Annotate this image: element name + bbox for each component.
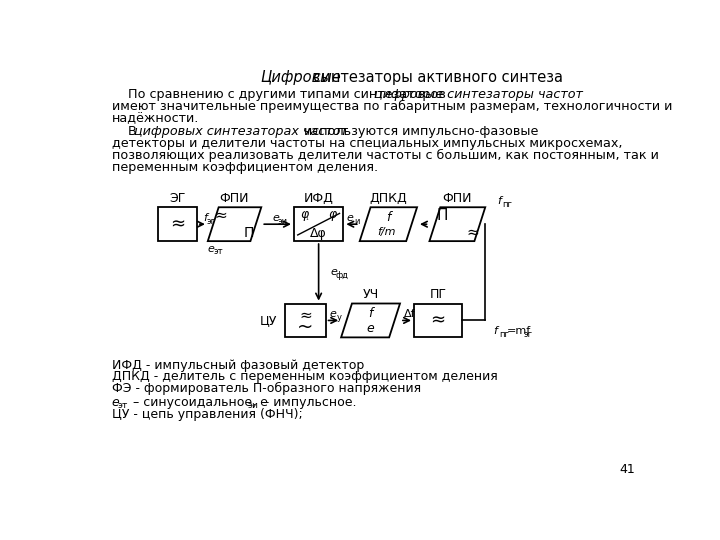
Text: эг: эг bbox=[207, 217, 215, 226]
Text: УЧ: УЧ bbox=[362, 288, 379, 301]
Text: ИФД - импульсный фазовый детектор: ИФД - импульсный фазовый детектор bbox=[112, 359, 364, 372]
Text: и: и bbox=[354, 217, 359, 226]
Text: f: f bbox=[386, 211, 390, 224]
Bar bbox=[294, 207, 343, 241]
Text: Δφ: Δφ bbox=[310, 227, 327, 240]
Text: ЦУ: ЦУ bbox=[260, 314, 277, 327]
Text: пг: пг bbox=[502, 200, 512, 208]
Text: эи: эи bbox=[278, 217, 288, 226]
Text: y: y bbox=[337, 313, 342, 322]
Text: ≈: ≈ bbox=[299, 308, 312, 322]
Text: П: П bbox=[437, 208, 449, 223]
Polygon shape bbox=[208, 207, 261, 241]
Text: e: e bbox=[273, 213, 279, 223]
Text: надёжности.: надёжности. bbox=[112, 112, 199, 125]
Text: имеют значительные преимущества по габаритным размерам, технологичности и: имеют значительные преимущества по габар… bbox=[112, 100, 672, 113]
Text: e: e bbox=[330, 267, 338, 277]
Text: По сравнению с другими типами синтезаторов: По сравнению с другими типами синтезатор… bbox=[112, 87, 449, 100]
Text: f: f bbox=[369, 307, 373, 320]
Text: φ: φ bbox=[300, 208, 309, 221]
Text: цифровых синтезаторах частот: цифровых синтезаторах частот bbox=[134, 125, 348, 138]
Text: эт: эт bbox=[118, 401, 128, 410]
Text: ≈: ≈ bbox=[431, 312, 446, 329]
Text: ФПИ: ФПИ bbox=[443, 192, 472, 205]
Bar bbox=[158, 207, 197, 241]
Text: ≈: ≈ bbox=[467, 225, 480, 240]
Text: ~: ~ bbox=[297, 318, 314, 337]
Bar bbox=[285, 303, 325, 338]
Text: – импульсное.: – импульсное. bbox=[259, 396, 356, 409]
Text: e: e bbox=[366, 322, 374, 335]
Polygon shape bbox=[360, 207, 417, 241]
Text: переменным коэффициентом деления.: переменным коэффициентом деления. bbox=[112, 161, 378, 174]
Text: детекторы и делители частоты на специальных импульсных микросхемах,: детекторы и делители частоты на специаль… bbox=[112, 137, 622, 150]
Text: f/m: f/m bbox=[377, 227, 396, 237]
Polygon shape bbox=[429, 207, 485, 241]
Text: пг: пг bbox=[499, 330, 509, 339]
Text: ЦУ - цепь управления (ФНЧ);: ЦУ - цепь управления (ФНЧ); bbox=[112, 408, 302, 421]
Text: эт: эт bbox=[214, 247, 223, 256]
Text: ДПКД: ДПКД bbox=[369, 192, 408, 205]
Text: цифровые синтезаторы частот: цифровые синтезаторы частот bbox=[374, 87, 582, 100]
Text: Δf: Δf bbox=[403, 309, 415, 319]
Text: ≈: ≈ bbox=[170, 215, 185, 233]
Text: эг: эг bbox=[524, 330, 533, 339]
Text: В: В bbox=[112, 125, 140, 138]
Text: ≈: ≈ bbox=[215, 208, 228, 223]
Text: ₁: ₁ bbox=[305, 215, 308, 221]
Text: синтезаторы активного синтеза: синтезаторы активного синтеза bbox=[304, 70, 563, 85]
Text: f: f bbox=[493, 326, 497, 336]
Text: e: e bbox=[330, 309, 337, 319]
Text: ИФД: ИФД bbox=[304, 192, 333, 205]
Text: эи: эи bbox=[248, 401, 258, 410]
Bar bbox=[414, 303, 462, 338]
Text: П: П bbox=[243, 226, 254, 240]
Text: позволяющих реализовать делители частоты с большим, как постоянным, так и: позволяющих реализовать делители частоты… bbox=[112, 149, 659, 162]
Text: e: e bbox=[112, 396, 120, 409]
Text: ФЭ - формирователь П-образного напряжения: ФЭ - формирователь П-образного напряжени… bbox=[112, 382, 420, 395]
Text: ДПКД - делитель с переменным коэффициентом деления: ДПКД - делитель с переменным коэффициент… bbox=[112, 370, 498, 383]
Text: =mf: =mf bbox=[507, 326, 531, 336]
Text: 41: 41 bbox=[619, 463, 635, 476]
Text: фд: фд bbox=[336, 271, 348, 280]
Text: e: e bbox=[347, 213, 354, 223]
Text: ПГ: ПГ bbox=[429, 288, 446, 301]
Text: ФПИ: ФПИ bbox=[220, 192, 249, 205]
Text: e: e bbox=[207, 244, 215, 254]
Text: используются импульсно-фазовые: используются импульсно-фазовые bbox=[300, 125, 538, 138]
Text: Цифровые: Цифровые bbox=[261, 70, 341, 85]
Text: φ: φ bbox=[328, 208, 337, 221]
Text: – синусоидальное, e: – синусоидальное, e bbox=[129, 396, 268, 409]
Text: f: f bbox=[203, 213, 207, 223]
Polygon shape bbox=[341, 303, 400, 338]
Text: ЭГ: ЭГ bbox=[169, 192, 186, 205]
Text: f: f bbox=[498, 196, 501, 206]
